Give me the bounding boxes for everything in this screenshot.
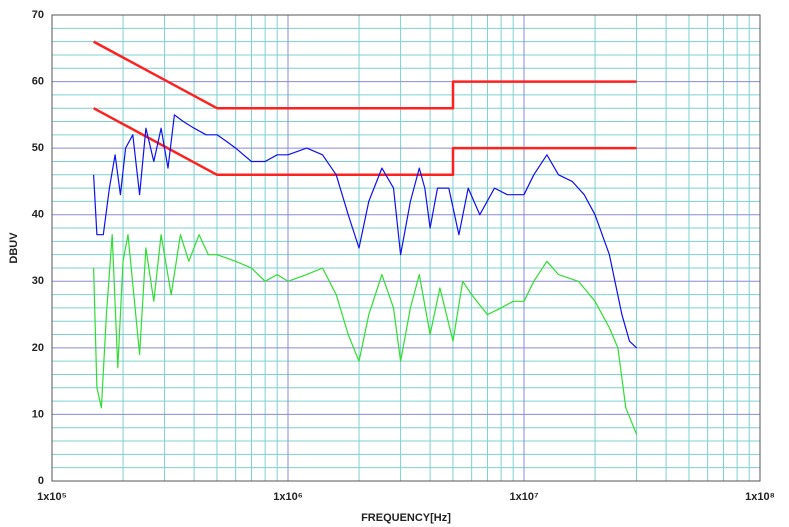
y-tick-label: 60: [32, 75, 44, 87]
x-tick-label: 1x10⁶: [273, 491, 303, 503]
series-line: [93, 107, 637, 177]
x-tick-label: 1x10⁵: [37, 491, 67, 503]
x-axis-label: FREQUENCY[Hz]: [361, 512, 451, 524]
y-tick-label: 40: [32, 209, 44, 221]
y-tick-label: 50: [32, 142, 44, 154]
series-line: [93, 114, 638, 349]
y-tick-label: 0: [38, 475, 44, 487]
x-tick-label: 1x10⁷: [509, 491, 538, 503]
series-line: [93, 40, 637, 110]
y-tick-label: 30: [32, 275, 44, 287]
y-axis-label: DBUV: [8, 232, 20, 264]
y-tick-label: 10: [32, 408, 44, 420]
series-line: [93, 234, 638, 435]
x-tick-label: 1x10⁸: [745, 491, 775, 503]
plot-frame: [51, 14, 761, 482]
y-tick-label: 20: [32, 342, 44, 354]
y-tick-label: 70: [32, 9, 44, 21]
